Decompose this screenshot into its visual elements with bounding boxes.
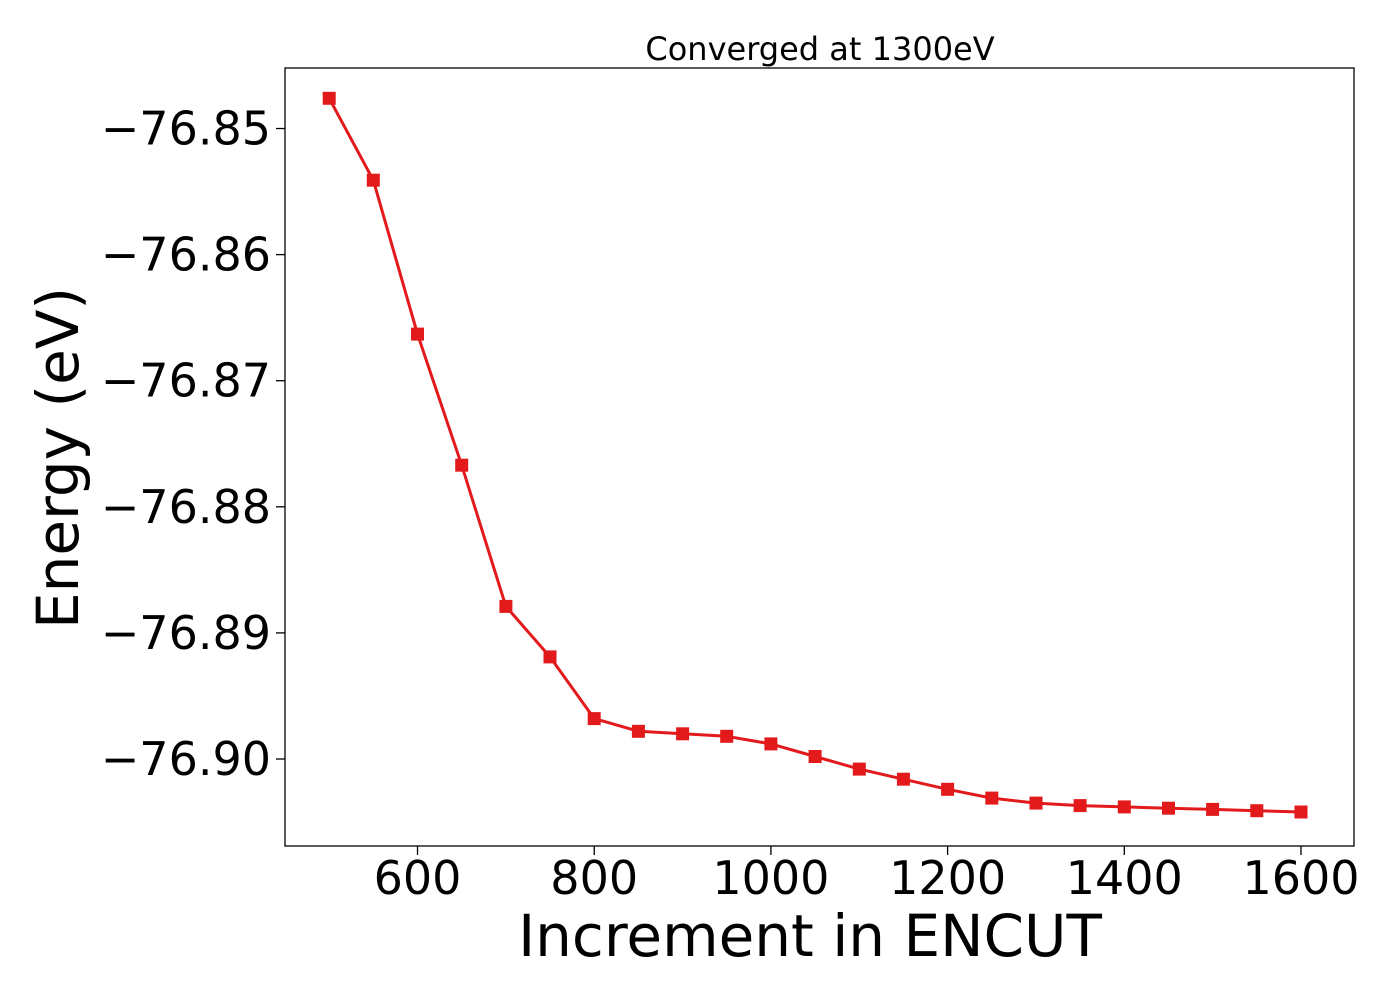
data-point-marker xyxy=(985,791,999,805)
plot-frame xyxy=(284,67,1355,847)
x-tick-label: 600 xyxy=(374,851,462,905)
data-point-marker xyxy=(808,750,822,763)
y-axis-label: Energy (eV) xyxy=(24,287,92,629)
data-point-marker xyxy=(676,727,690,741)
data-point-marker xyxy=(543,650,557,664)
x-axis-label: Increment in ENCUT xyxy=(518,902,1102,970)
x-tick-label: 1000 xyxy=(712,851,829,905)
data-point-marker xyxy=(411,327,424,341)
data-point-marker xyxy=(1250,804,1264,818)
x-tick-label: 1200 xyxy=(889,851,1006,905)
data-point-marker xyxy=(764,737,778,751)
data-point-marker xyxy=(1029,796,1043,810)
y-tick-label: −76.90 xyxy=(101,732,271,786)
data-point-marker xyxy=(1294,805,1308,819)
x-tick-label: 1600 xyxy=(1242,851,1359,905)
y-tick-label: −76.85 xyxy=(101,102,271,156)
data-point-marker xyxy=(587,712,601,726)
data-point-marker xyxy=(896,772,910,786)
x-tick-label: 800 xyxy=(550,851,638,905)
data-point-marker xyxy=(1162,801,1175,815)
data-point-marker xyxy=(322,91,336,105)
x-tick-label: 1400 xyxy=(1066,851,1183,905)
data-point-marker xyxy=(720,729,734,743)
data-point-marker xyxy=(941,782,955,796)
data-point-marker xyxy=(1073,799,1087,813)
y-tick-label: −76.88 xyxy=(101,480,271,534)
data-point-marker xyxy=(631,724,645,738)
data-point-marker xyxy=(1206,802,1220,816)
y-tick-label: −76.86 xyxy=(101,228,271,282)
y-tick-label: −76.87 xyxy=(101,354,271,408)
data-point-marker xyxy=(852,762,866,776)
plot-area: 600 800 1000 1200 1400 1600 −76.85 −76.86 −76.87… xyxy=(101,67,1360,905)
data-point-marker xyxy=(499,599,513,613)
y-tick-label: −76.89 xyxy=(101,606,271,660)
chart-title: Converged at 1300eV xyxy=(645,30,994,68)
data-point-marker xyxy=(1117,800,1131,814)
data-point-marker xyxy=(455,458,469,472)
data-point-marker xyxy=(366,173,380,187)
series-line xyxy=(327,97,1302,814)
